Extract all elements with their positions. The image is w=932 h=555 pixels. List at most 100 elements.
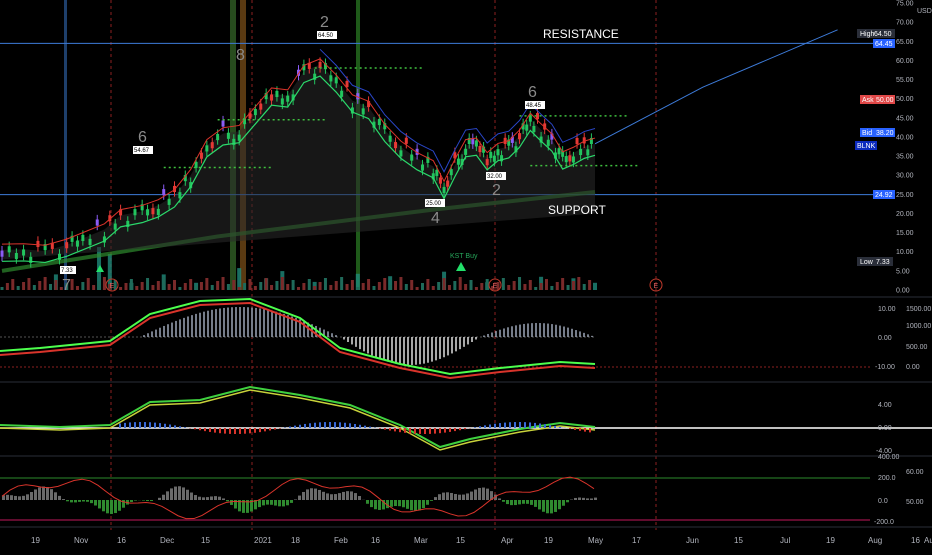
svg-text:54.67: 54.67 <box>134 148 150 154</box>
rsi-histogram-bar <box>482 488 485 500</box>
symbol-tag: BLNK <box>855 141 877 150</box>
rsi-histogram-bar <box>266 500 269 505</box>
candle <box>399 150 402 156</box>
volume-bar <box>470 280 473 290</box>
volume-bar <box>593 283 597 290</box>
volume-bar <box>523 284 526 290</box>
rsi-histogram-bar <box>374 500 377 509</box>
candle <box>1 251 4 257</box>
ask-value: 50.00 <box>876 97 894 104</box>
volume-bar <box>561 278 564 290</box>
volume-bar <box>588 280 591 290</box>
volume-bar <box>259 282 262 290</box>
rsi-histogram-bar <box>366 500 369 504</box>
volume-bar <box>372 286 375 290</box>
candle <box>457 159 460 165</box>
volume-bar <box>426 279 429 290</box>
rsi-histogram-bar <box>534 500 537 507</box>
rsi-histogram-bar <box>350 491 353 500</box>
svg-text:1000.00: 1000.00 <box>906 323 931 330</box>
price-callout: 25.00 <box>425 199 445 207</box>
price-axis-tick: 55.00 <box>896 77 914 84</box>
candle <box>286 96 289 102</box>
candle <box>270 94 273 100</box>
volume-bar <box>480 283 483 290</box>
rsi-histogram-bar <box>274 500 277 506</box>
rsi-histogram-bar <box>90 500 93 503</box>
svg-text:10.00: 10.00 <box>878 306 896 313</box>
volume-bar <box>27 278 30 290</box>
volume-bar <box>237 268 241 290</box>
volume-bar <box>211 285 214 290</box>
volume-bar <box>275 281 278 290</box>
volume-bar <box>308 279 311 290</box>
candle <box>178 192 181 198</box>
price-axis-tick: 70.00 <box>896 20 914 27</box>
rsi-histogram-bar <box>30 492 33 500</box>
svg-text:7.33: 7.33 <box>61 268 73 274</box>
volume-bar <box>394 281 397 290</box>
candle <box>586 149 589 155</box>
currency-label: USD <box>917 8 932 15</box>
svg-text:32.00: 32.00 <box>487 174 503 180</box>
rsi-histogram-bar <box>478 488 481 500</box>
rsi-histogram-bar <box>430 500 433 501</box>
rsi-histogram-bar <box>566 500 569 502</box>
wave-label: 6 <box>138 129 147 146</box>
volume-bar <box>502 278 505 290</box>
price-axis-tick: 50.00 <box>896 96 914 103</box>
rsi-histogram-bar <box>66 500 69 501</box>
volume-bar <box>232 280 235 290</box>
volume-bar <box>81 282 84 290</box>
time-axis-tick: 19 <box>544 536 553 545</box>
bid-tag: Bid 38.20 <box>860 128 895 137</box>
price-callout: 7.33 <box>60 266 76 274</box>
volume-bar <box>529 280 532 290</box>
svg-text:0.00: 0.00 <box>906 364 920 371</box>
rsi-histogram-bar <box>18 496 21 500</box>
volume-bar <box>507 285 510 290</box>
rsi-histogram-bar <box>294 499 297 500</box>
volume-bar <box>302 283 305 290</box>
rsi-histogram-bar <box>466 493 469 500</box>
low-tag-label: Low <box>860 259 874 266</box>
high-tag: High 64.50 <box>857 29 895 38</box>
rsi-histogram-bar <box>10 495 13 500</box>
time-axis-tick: Mar <box>414 536 428 545</box>
rsi-histogram-bar <box>426 500 429 505</box>
rsi-histogram-bar <box>118 500 121 511</box>
rsi-histogram-bar <box>398 500 401 506</box>
candle <box>227 133 230 139</box>
bid-label: Bid <box>862 130 872 137</box>
rsi-histogram-bar <box>546 500 549 513</box>
volume-bar <box>33 285 36 290</box>
candle <box>443 187 446 193</box>
candle <box>22 249 25 255</box>
volume-bar <box>389 285 392 290</box>
volume-bar <box>54 280 57 290</box>
rsi-histogram-bar <box>134 500 137 501</box>
candle <box>319 62 322 68</box>
candle <box>275 91 278 97</box>
volume-bar <box>44 277 47 290</box>
rsi-histogram-bar <box>338 493 341 500</box>
rsi-histogram-bar <box>542 500 545 512</box>
candle <box>446 181 449 187</box>
rsi-histogram-bar <box>6 495 9 500</box>
rsi-histogram-bar <box>582 498 585 500</box>
candle <box>579 149 582 155</box>
time-axis-tick: 15 <box>734 536 743 545</box>
time-axis-tick: 19 <box>826 536 835 545</box>
candle <box>394 142 397 148</box>
rsi-histogram-bar <box>342 492 345 500</box>
rsi-histogram-bar <box>54 492 57 500</box>
rsi-histogram-bar <box>346 491 349 500</box>
volume-bar <box>545 279 548 290</box>
candle <box>335 77 338 83</box>
price-axis-tick: 60.00 <box>896 58 914 65</box>
volume-bar <box>216 281 219 290</box>
volume-bar <box>319 282 322 290</box>
time-axis-tick: Apr <box>501 536 514 545</box>
